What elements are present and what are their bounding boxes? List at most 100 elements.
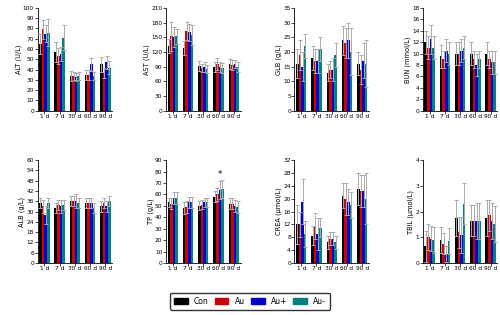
Bar: [60, 206, 62, 263]
Bar: [200, 205, 203, 263]
Bar: [476, 65, 478, 111]
Bar: [206, 203, 208, 263]
Bar: [42, 206, 44, 263]
Bar: [304, 234, 306, 263]
Bar: [357, 64, 360, 111]
Bar: [234, 64, 236, 111]
Bar: [490, 62, 493, 111]
Bar: [200, 68, 203, 111]
Bar: [430, 238, 432, 263]
Bar: [314, 226, 316, 263]
Bar: [216, 194, 218, 263]
Bar: [54, 52, 57, 111]
Bar: [198, 66, 200, 111]
Bar: [44, 215, 47, 263]
Bar: [183, 208, 186, 263]
Bar: [427, 237, 430, 263]
Y-axis label: CREA (μmol/L): CREA (μmol/L): [276, 188, 282, 235]
Bar: [319, 228, 322, 263]
Bar: [298, 55, 301, 111]
Bar: [493, 62, 496, 111]
Bar: [173, 37, 176, 111]
Bar: [206, 69, 208, 111]
Bar: [362, 191, 365, 263]
Bar: [85, 75, 87, 111]
Bar: [326, 242, 329, 263]
Bar: [365, 199, 368, 263]
Bar: [57, 56, 59, 111]
Bar: [430, 39, 432, 111]
Bar: [448, 54, 450, 111]
Bar: [473, 59, 476, 111]
Bar: [78, 76, 80, 111]
Bar: [432, 48, 435, 111]
Bar: [85, 203, 87, 263]
Bar: [296, 225, 298, 263]
Bar: [342, 40, 344, 111]
Bar: [78, 203, 80, 263]
Bar: [100, 65, 102, 111]
Bar: [176, 36, 178, 111]
Bar: [170, 203, 173, 263]
Bar: [75, 201, 78, 263]
Bar: [316, 61, 319, 111]
Bar: [334, 55, 337, 111]
Bar: [301, 67, 304, 111]
Bar: [47, 32, 50, 111]
Bar: [216, 64, 218, 111]
Bar: [231, 65, 234, 111]
Bar: [470, 54, 473, 111]
Bar: [470, 220, 473, 263]
Bar: [92, 208, 96, 263]
Bar: [42, 30, 44, 111]
Bar: [108, 201, 110, 263]
Bar: [319, 49, 322, 111]
Bar: [329, 239, 332, 263]
Bar: [301, 202, 304, 263]
Bar: [448, 241, 450, 263]
Bar: [39, 44, 42, 111]
Y-axis label: GLB (g/L): GLB (g/L): [276, 44, 282, 75]
Bar: [440, 56, 442, 111]
Bar: [214, 197, 216, 263]
Bar: [188, 32, 190, 111]
Bar: [326, 72, 329, 111]
Bar: [204, 67, 206, 111]
Bar: [455, 218, 458, 263]
Bar: [296, 64, 298, 111]
Bar: [88, 75, 90, 111]
Bar: [92, 76, 96, 111]
Bar: [445, 51, 448, 111]
Bar: [39, 203, 42, 263]
Bar: [198, 206, 200, 263]
Bar: [455, 54, 458, 111]
Bar: [168, 46, 170, 111]
Bar: [236, 67, 239, 111]
Bar: [228, 203, 231, 263]
Bar: [106, 62, 108, 111]
Legend: Con, Au, Au+, Au-: Con, Au, Au+, Au-: [170, 293, 330, 310]
Bar: [60, 54, 62, 111]
Bar: [218, 67, 221, 111]
Bar: [108, 67, 110, 111]
Bar: [424, 42, 427, 111]
Bar: [72, 76, 75, 111]
Bar: [90, 203, 92, 263]
Bar: [190, 203, 194, 263]
Bar: [214, 67, 216, 111]
Y-axis label: ALB (g/L): ALB (g/L): [18, 197, 25, 227]
Bar: [332, 70, 334, 111]
Bar: [362, 61, 365, 111]
Bar: [44, 34, 47, 111]
Bar: [334, 242, 337, 263]
Bar: [316, 234, 319, 263]
Bar: [365, 64, 368, 111]
Y-axis label: TBIL (μmol/L): TBIL (μmol/L): [408, 190, 414, 234]
Bar: [70, 201, 72, 263]
Bar: [458, 54, 460, 111]
Bar: [298, 225, 301, 263]
Bar: [312, 236, 314, 263]
Bar: [432, 240, 435, 263]
Bar: [186, 31, 188, 111]
Bar: [350, 52, 352, 111]
